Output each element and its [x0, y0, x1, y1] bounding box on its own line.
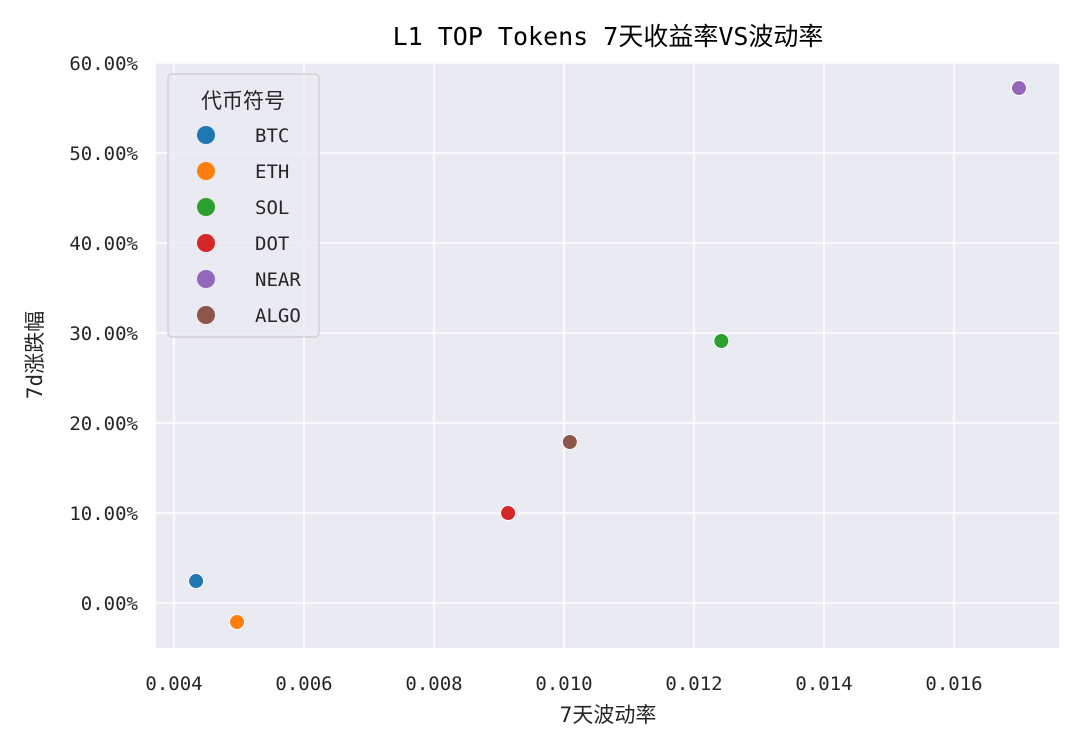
- legend: 代币符号 BTC ETH SOL DOT NEAR ALGO: [167, 73, 320, 338]
- x-axis-ticks: 0.004 0.006 0.008 0.010 0.012 0.014 0.016: [145, 673, 982, 695]
- y-tick-label: 20.00%: [69, 413, 138, 435]
- legend-label: BTC: [255, 125, 289, 147]
- legend-marker-icon: [197, 306, 215, 324]
- y-axis-ticks: 0.00% 10.00% 20.00% 30.00% 40.00% 50.00% 60.00…: [69, 53, 138, 615]
- x-tick-label: 0.006: [275, 673, 332, 695]
- y-tick-label: 60.00%: [69, 53, 138, 75]
- data-point-near: [1011, 80, 1027, 97]
- legend-item-sol: SOL: [197, 197, 289, 219]
- legend-item-near: NEAR: [197, 269, 301, 291]
- x-tick-label: 0.008: [405, 673, 462, 695]
- legend-label: DOT: [255, 233, 289, 255]
- y-tick-label: 10.00%: [69, 503, 138, 525]
- y-tick-label: 0.00%: [81, 593, 139, 615]
- legend-marker-icon: [197, 270, 215, 288]
- x-tick-label: 0.014: [795, 673, 852, 695]
- legend-item-algo: ALGO: [197, 305, 301, 327]
- legend-title: 代币符号: [201, 89, 285, 113]
- legend-item-eth: ETH: [197, 161, 289, 183]
- legend-label: ALGO: [255, 305, 301, 327]
- legend-label: NEAR: [255, 269, 301, 291]
- data-point-dot: [500, 505, 517, 521]
- legend-item-btc: BTC: [197, 125, 289, 147]
- x-tick-label: 0.016: [925, 673, 982, 695]
- legend-marker-icon: [197, 198, 215, 216]
- data-points: [188, 80, 1027, 630]
- legend-marker-icon: [197, 126, 215, 144]
- y-tick-label: 40.00%: [69, 233, 138, 255]
- x-tick-label: 0.012: [665, 673, 722, 695]
- x-tick-label: 0.010: [535, 673, 592, 695]
- legend-label: SOL: [255, 197, 289, 219]
- grid-lines: [156, 62, 1059, 648]
- y-axis-label: 7d涨跌幅: [23, 311, 47, 399]
- legend-marker-icon: [197, 234, 215, 252]
- data-point-algo: [561, 433, 578, 450]
- legend-item-dot: DOT: [197, 233, 289, 255]
- data-point-eth: [229, 613, 246, 630]
- legend-label: ETH: [255, 161, 289, 183]
- y-tick-label: 30.00%: [69, 323, 138, 345]
- x-tick-label: 0.004: [145, 673, 202, 695]
- chart-title: L1 TOP Tokens 7天收益率VS波动率: [393, 22, 824, 51]
- data-point-sol: [713, 333, 730, 350]
- y-tick-label: 50.00%: [69, 143, 138, 165]
- legend-box: [167, 73, 320, 338]
- x-axis-label: 7天波动率: [560, 703, 657, 727]
- legend-marker-icon: [197, 162, 215, 180]
- data-point-btc: [188, 573, 205, 590]
